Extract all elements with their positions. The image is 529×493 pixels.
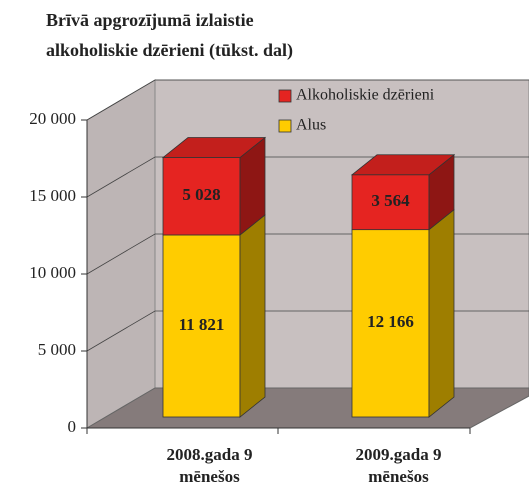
x-tick-label: 2009.gada 9 mēnešos — [355, 445, 442, 486]
bar-top — [350, 154, 456, 176]
data-label: 12 166 — [367, 312, 414, 331]
y-tick-label: 15 000 — [29, 186, 76, 205]
bar-segment — [351, 229, 430, 418]
bar-segment — [162, 157, 241, 236]
y-tick-label: 20 000 — [29, 109, 76, 128]
bar-top — [161, 137, 267, 158]
chart-title: Brīvā apgrozījumā izlaistie — [46, 10, 254, 30]
y-tick-label: 5 000 — [38, 340, 76, 359]
y-tick-label: 10 000 — [29, 263, 76, 282]
floor — [85, 387, 529, 429]
data-label: 5 028 — [182, 185, 220, 204]
chart-title: alkoholiskie dzērieni (tūkst. dal) — [46, 40, 293, 61]
data-label: 3 564 — [371, 191, 410, 210]
y-tick-label: 0 — [68, 417, 77, 436]
data-label: 11 821 — [179, 315, 225, 334]
legend-label: Alkoholiskie dzērieni — [296, 87, 435, 104]
x-tick-label: 2008.gada 9 mēnešos — [166, 445, 253, 486]
bar-side — [239, 214, 266, 418]
legend-label: Alus — [296, 117, 326, 134]
grid-line — [86, 79, 529, 121]
bar-side — [428, 208, 455, 418]
legend-swatch — [278, 119, 292, 133]
legend-swatch — [278, 89, 292, 103]
